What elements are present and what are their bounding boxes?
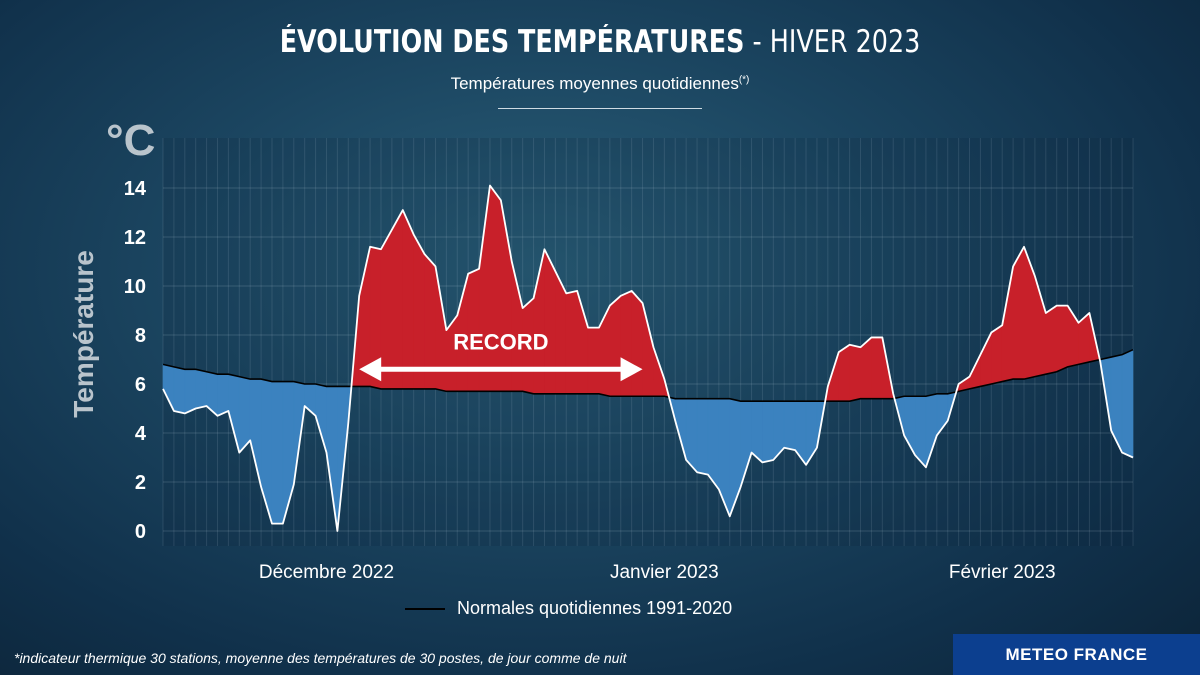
y-tick-label: 10 (124, 276, 146, 298)
area-segment (391, 208, 404, 390)
area-segment (1045, 305, 1058, 375)
y-tick-label: 4 (135, 423, 147, 445)
area-segment (544, 249, 556, 395)
x-month-label: Décembre 2022 (259, 562, 394, 583)
chart-legend: Normales quotidiennes 1991-2020 (405, 598, 732, 619)
area-segment (620, 290, 632, 397)
area-segment (380, 228, 393, 390)
meteo-france-logo: METEO FRANCE (953, 634, 1200, 675)
record-arrow-head-left (359, 357, 382, 382)
legend-label: Normales quotidiennes 1991-2020 (457, 598, 733, 618)
y-tick-label: 0 (135, 521, 146, 543)
y-tick-label: 6 (135, 374, 146, 396)
y-tick-label: 8 (135, 325, 146, 347)
area-segment (184, 368, 196, 414)
area-segment (991, 324, 1003, 385)
x-month-label: Janvier 2023 (610, 562, 719, 583)
record-annotation-label: RECORD (453, 329, 548, 354)
area-segment (609, 295, 622, 397)
area-segment (838, 344, 850, 402)
chart-title-season: - HIVER 2023 (744, 24, 921, 60)
area-segment (1056, 305, 1068, 373)
area-segment (565, 290, 578, 395)
area-segment (631, 290, 643, 397)
area-segment (173, 366, 186, 414)
area-segment (696, 398, 709, 476)
area-segment (489, 184, 502, 392)
subtitle-footnote-mark: (*) (738, 74, 750, 86)
area-segment (587, 327, 600, 395)
area-segment (762, 400, 774, 463)
area-segment (871, 337, 883, 400)
x-month-label: Février 2023 (949, 562, 1056, 583)
area-segment (271, 381, 284, 524)
area-segment (849, 344, 861, 402)
y-tick-label: 14 (124, 178, 147, 200)
subtitle-divider (498, 108, 702, 109)
area-segment (1121, 349, 1134, 458)
y-tick-label: 12 (124, 227, 146, 249)
record-arrow-head-right (620, 357, 643, 382)
chart-title: ÉVOLUTION DES TEMPÉRATURES - HIVER 2023 (108, 24, 1092, 60)
normals-line (162, 348, 1134, 402)
chart-title-main: ÉVOLUTION DES TEMPÉRATURES (279, 24, 745, 60)
area-segment (217, 373, 229, 417)
area-segment (1012, 245, 1025, 380)
area-segment (783, 400, 796, 451)
temperature-line (162, 184, 1134, 532)
chart-subtitle: Températures moyennes quotidiennes(*) (0, 74, 1200, 94)
y-tick-label: 2 (135, 472, 146, 494)
chart-subtitle-text: Températures moyennes quotidiennes (450, 74, 739, 93)
y-axis-unit: °C (106, 116, 156, 165)
legend-line-swatch (405, 607, 445, 610)
area-segment (402, 209, 414, 390)
area-segment (195, 368, 207, 409)
area-segment (413, 233, 425, 390)
footnote: *indicateur thermique 30 stations, moyen… (14, 650, 627, 666)
